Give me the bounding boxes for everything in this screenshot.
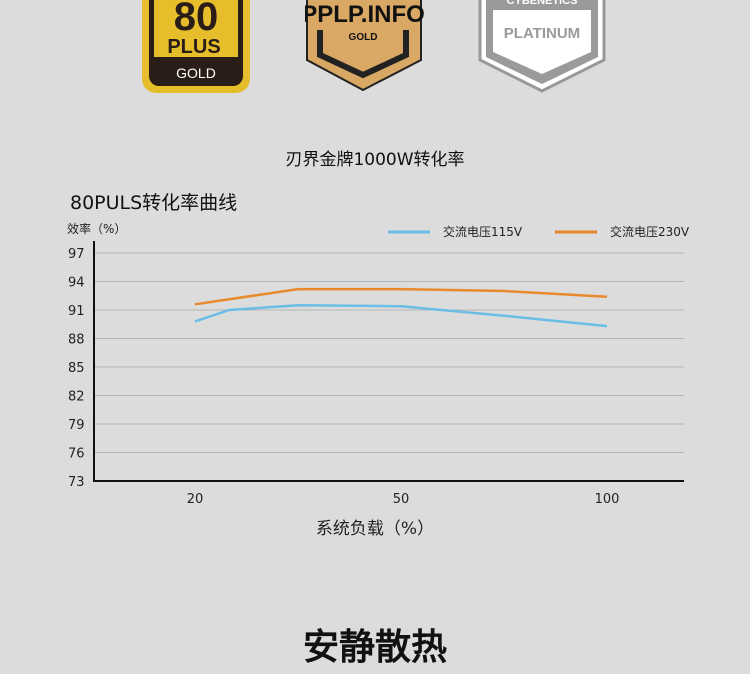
series-line-2 [194,287,608,306]
svg-text:PPLP.INFO: PPLP.INFO [305,1,425,28]
efficiency-chart: 97 94 91 88 85 82 79 76 73 20 50 100 效率（%） 系统负载（%） 交流电… [67,221,690,539]
section-title: 安静散热 [302,627,447,668]
svg-text:80: 80 [174,0,219,39]
y-tick-label: 94 [68,276,85,291]
chart-heading: 80PULS转化率曲线 [70,192,238,214]
y-tick-label: 76 [68,447,85,462]
y-axis-label: 效率（%） [67,221,126,236]
80-plus-gold-badge: 80 PLUS GOLD [142,0,250,93]
y-tick-label: 79 [68,418,85,433]
y-tick-label: 85 [68,361,85,376]
svg-text:PLATINUM: PLATINUM [504,25,580,42]
x-tick-label: 20 [187,492,204,507]
svg-text:GOLD: GOLD [176,65,216,81]
y-tick-label: 88 [68,333,85,348]
product-title: 刃界金牌1000W转化率 [285,150,465,170]
y-tick-label: 73 [68,475,85,490]
series-line-1 [194,303,608,328]
cybenetics-platinum-badge: CYBENETICS PLATINUM [478,0,606,93]
svg-text:GOLD: GOLD [349,32,378,43]
legend-label: 交流电压115V [443,224,523,239]
y-tick-label: 97 [68,247,85,262]
legend-label: 交流电压230V [610,224,690,239]
svg-text:CYBENETICS: CYBENETICS [507,0,578,7]
y-tick-label: 82 [68,390,85,405]
x-axis-label: 系统负载（%） [316,519,434,539]
x-tick-label: 50 [393,492,410,507]
y-tick-label: 91 [68,304,85,319]
svg-text:PLUS: PLUS [167,36,220,58]
x-tick-label: 100 [595,492,620,507]
pplp-gold-badge: PPLP.INFO GOLD [305,0,425,92]
